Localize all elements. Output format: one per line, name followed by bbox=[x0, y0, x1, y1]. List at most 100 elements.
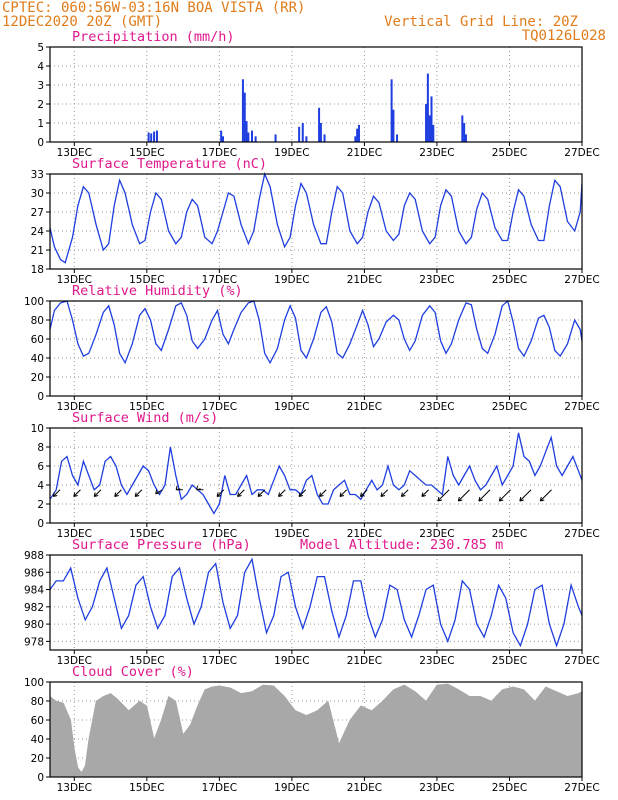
precipitation-bar bbox=[150, 133, 153, 142]
wind-xtick-label: 21DEC bbox=[347, 528, 382, 540]
temperature-xtick-label: 27DEC bbox=[564, 274, 599, 286]
wind-vector bbox=[93, 489, 102, 497]
pressure-xtick-label: 13DEC bbox=[57, 655, 92, 667]
pressure-ytick-label: 978 bbox=[24, 636, 44, 648]
cloud-cover-panel: 0 20 40 60 80 100 13DEC 15DEC 17DEC 19DEC 21DEC 23D… bbox=[24, 664, 600, 794]
pressure-xtick-label: 25DEC bbox=[492, 655, 527, 667]
temperature-xtick-label: 15DEC bbox=[129, 274, 164, 286]
precipitation-bar bbox=[464, 134, 467, 142]
cloud-cover-title: Cloud Cover (%) bbox=[72, 664, 194, 680]
humidity-title: Relative Humidity (%) bbox=[72, 283, 243, 299]
wind-ytick-label: 8 bbox=[37, 442, 44, 454]
wind-xtick-label: 17DEC bbox=[202, 528, 237, 540]
cloud-cover-ytick-label: 100 bbox=[24, 677, 44, 689]
wind-vector-head bbox=[257, 492, 263, 497]
precipitation-bar bbox=[298, 126, 301, 142]
precipitation-plot-area bbox=[50, 47, 582, 142]
wind-xtick-label: 13DEC bbox=[57, 528, 92, 540]
pressure-ytick-label: 988 bbox=[24, 550, 44, 562]
temperature-line bbox=[49, 171, 583, 264]
wind-vector bbox=[278, 489, 286, 497]
precipitation-xtick-label: 13DEC bbox=[57, 147, 92, 159]
pressure-xtick-label: 21DEC bbox=[347, 655, 382, 667]
precipitation-bar bbox=[356, 128, 359, 142]
humidity-xtick-label: 17DEC bbox=[202, 401, 237, 413]
wind-vector bbox=[339, 489, 348, 497]
precipitation-bar bbox=[254, 136, 257, 142]
humidity-xtick-label: 23DEC bbox=[419, 401, 454, 413]
precipitation-bar bbox=[245, 121, 248, 142]
precipitation-bar bbox=[250, 130, 253, 142]
wind-vector bbox=[421, 489, 429, 497]
humidity-ytick-label: 80 bbox=[31, 315, 44, 327]
precipitation-bar bbox=[305, 136, 308, 142]
precipitation-bar bbox=[243, 92, 246, 142]
precipitation-ytick-label: 1 bbox=[37, 118, 44, 130]
wind-vector-head bbox=[73, 492, 78, 497]
precipitation-panel: 0 1 2 3 4 5 13DEC 15DEC 17DEC 19DEC 21DEC 23DEC 25DE… bbox=[37, 29, 599, 159]
wind-xtick-label: 19DEC bbox=[274, 528, 309, 540]
temperature-frame bbox=[49, 173, 583, 270]
temperature-ytick-label: 24 bbox=[31, 226, 45, 238]
wind-vector bbox=[478, 489, 491, 502]
wind-vector bbox=[380, 489, 389, 497]
precipitation-xtick-label: 15DEC bbox=[129, 147, 164, 159]
temperature-ytick-label: 30 bbox=[31, 188, 44, 200]
precipitation-bar bbox=[155, 130, 158, 142]
header-location: CPTEC: 060:56W-03:16N BOA VISTA (RR) bbox=[2, 0, 305, 16]
wind-ytick-label: 4 bbox=[37, 480, 44, 492]
humidity-ytick-label: 20 bbox=[31, 372, 44, 384]
humidity-ytick-label: 40 bbox=[31, 353, 44, 365]
precipitation-bar bbox=[220, 130, 223, 142]
precipitation-bar bbox=[319, 123, 322, 142]
temperature-ytick-label: 21 bbox=[31, 245, 44, 257]
cloud-cover-ytick-label: 80 bbox=[31, 696, 44, 708]
humidity-xtick-label: 21DEC bbox=[347, 401, 382, 413]
wind-ytick-label: 10 bbox=[31, 423, 44, 435]
pressure-xtick-label: 27DEC bbox=[564, 655, 599, 667]
precipitation-bar bbox=[147, 132, 150, 142]
precipitation-ytick-label: 5 bbox=[37, 42, 44, 54]
wind-ytick-label: 6 bbox=[37, 461, 44, 473]
wind-vector-head bbox=[237, 492, 242, 497]
precipitation-bar bbox=[432, 124, 435, 142]
cloud-cover-xtick-label: 19DEC bbox=[274, 782, 309, 794]
wind-vector bbox=[519, 489, 532, 502]
header-model-code: TQ0126L028 bbox=[522, 28, 606, 44]
precipitation-bar bbox=[430, 96, 433, 142]
humidity-ytick-label: 60 bbox=[31, 334, 44, 346]
precipitation-bar bbox=[357, 124, 360, 142]
precipitation-bar bbox=[392, 109, 395, 142]
header-grid-line: Vertical Grid Line: 20Z bbox=[384, 14, 578, 30]
precipitation-xtick-label: 17DEC bbox=[202, 147, 237, 159]
wind-vector bbox=[437, 489, 450, 502]
cloud-cover-ytick-label: 40 bbox=[31, 734, 44, 746]
wind-vector-head bbox=[319, 492, 324, 497]
cloud-cover-xtick-label: 15DEC bbox=[129, 782, 164, 794]
temperature-panel: 18 21 24 27 30 33 13DEC 15DEC 17DEC 19DEC 21DEC 23D… bbox=[31, 156, 600, 286]
wind-xtick-label: 25DEC bbox=[492, 528, 527, 540]
temperature-xtick-label: 13DEC bbox=[57, 274, 92, 286]
wind-vector bbox=[298, 489, 307, 497]
pressure-annotation: Model Altitude: 230.785 m bbox=[300, 537, 503, 553]
wind-vector bbox=[257, 489, 266, 497]
wind-vector-head bbox=[298, 492, 304, 497]
pressure-title: Surface Pressure (hPa) bbox=[72, 537, 251, 553]
precipitation-xtick-label: 19DEC bbox=[274, 147, 309, 159]
precipitation-title: Precipitation (mm/h) bbox=[72, 29, 235, 45]
wind-vector bbox=[237, 489, 245, 497]
cloud-cover-ytick-label: 60 bbox=[31, 715, 44, 727]
humidity-ytick-label: 100 bbox=[24, 296, 44, 308]
precipitation-xtick-label: 21DEC bbox=[347, 147, 382, 159]
temperature-xtick-label: 21DEC bbox=[347, 274, 382, 286]
temperature-xtick-label: 17DEC bbox=[202, 274, 237, 286]
wind-vector-head bbox=[457, 496, 463, 502]
header-datetime: 12DEC2020 20Z (GMT) bbox=[2, 14, 162, 30]
wind-vector-head bbox=[216, 492, 222, 497]
humidity-xtick-label: 27DEC bbox=[564, 401, 599, 413]
temperature-ytick-label: 27 bbox=[31, 207, 44, 219]
temperature-plot-area bbox=[50, 174, 582, 269]
wind-vector bbox=[216, 489, 225, 497]
wind-vector-head bbox=[380, 492, 386, 497]
wind-vector-head bbox=[134, 492, 140, 497]
